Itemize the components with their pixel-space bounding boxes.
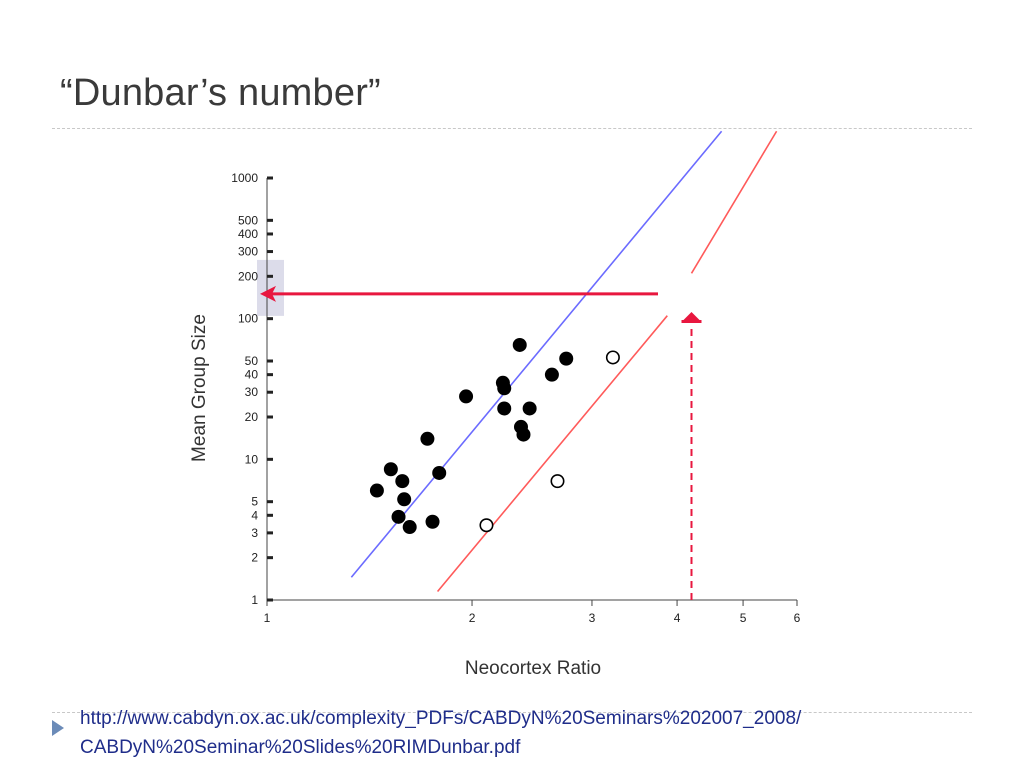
data-point-filled xyxy=(383,462,398,477)
regression-line-2 xyxy=(436,315,668,592)
y-axis-label: Mean Group Size xyxy=(189,314,210,462)
x-tick-label: 4 xyxy=(674,611,681,625)
bullet-arrow-icon xyxy=(52,720,64,736)
data-point-filled xyxy=(425,514,440,529)
regression-line-3 xyxy=(690,130,778,274)
data-point-filled xyxy=(497,381,512,396)
data-point-filled xyxy=(391,509,406,524)
data-point-filled xyxy=(516,427,531,442)
data-point-filled xyxy=(459,389,474,404)
data-point-filled xyxy=(559,351,574,366)
data-point-filled xyxy=(512,337,527,352)
y-tick-label: 1000 xyxy=(231,171,258,185)
footer-divider xyxy=(52,712,972,713)
y-tick-label: 1 xyxy=(251,593,258,607)
x-tick-label: 5 xyxy=(740,611,747,625)
y-tick-label: 200 xyxy=(238,269,258,283)
y-tick-label: 100 xyxy=(238,312,258,326)
prediction-marker-base xyxy=(681,320,702,323)
prediction-marker-icon xyxy=(681,312,702,322)
data-point-filled xyxy=(397,492,412,507)
y-tick-label: 400 xyxy=(238,227,258,241)
data-point-open xyxy=(605,350,620,365)
x-tick-label: 2 xyxy=(469,611,476,625)
source-link[interactable]: http://www.cabdyn.ox.ac.uk/complexity_PD… xyxy=(80,704,980,762)
y-tick-label: 2 xyxy=(251,551,258,565)
regression-line-1 xyxy=(350,130,723,578)
data-point-filled xyxy=(395,474,410,489)
data-point-filled xyxy=(497,401,512,416)
title-divider xyxy=(52,128,972,129)
x-axis-label: Neocortex Ratio xyxy=(465,658,601,679)
data-point-filled xyxy=(369,483,384,498)
x-tick-label: 6 xyxy=(794,611,801,625)
y-tick-label: 10 xyxy=(245,452,259,466)
y-tick-label: 30 xyxy=(245,385,259,399)
data-point-open xyxy=(479,518,494,533)
y-tick-label: 3 xyxy=(251,526,258,540)
x-tick-label: 3 xyxy=(589,611,596,625)
y-tick-label: 300 xyxy=(238,245,258,259)
data-point-filled xyxy=(420,431,435,446)
prediction-arrow-head-icon xyxy=(260,285,276,302)
data-point-filled xyxy=(522,401,537,416)
y-tick-label: 20 xyxy=(245,410,259,424)
y-tick-label: 500 xyxy=(238,213,258,227)
prediction-highlight-band xyxy=(257,259,284,316)
slide-title: “Dunbar’s number” xyxy=(60,72,381,114)
y-tick-label: 50 xyxy=(245,354,259,368)
data-point-open xyxy=(550,474,565,489)
data-point-filled xyxy=(402,520,417,535)
source-link-line1[interactable]: http://www.cabdyn.ox.ac.uk/complexity_PD… xyxy=(80,708,802,729)
source-link-line2[interactable]: CABDyN%20Seminar%20Slides%20RIMDunbar.pd… xyxy=(80,737,521,758)
data-point-filled xyxy=(544,367,559,382)
y-tick-label: 5 xyxy=(251,495,258,509)
y-tick-label: 4 xyxy=(251,508,258,522)
y-tick-label: 40 xyxy=(245,368,259,382)
x-tick-label: 1 xyxy=(264,611,271,625)
data-point-filled xyxy=(432,465,447,480)
